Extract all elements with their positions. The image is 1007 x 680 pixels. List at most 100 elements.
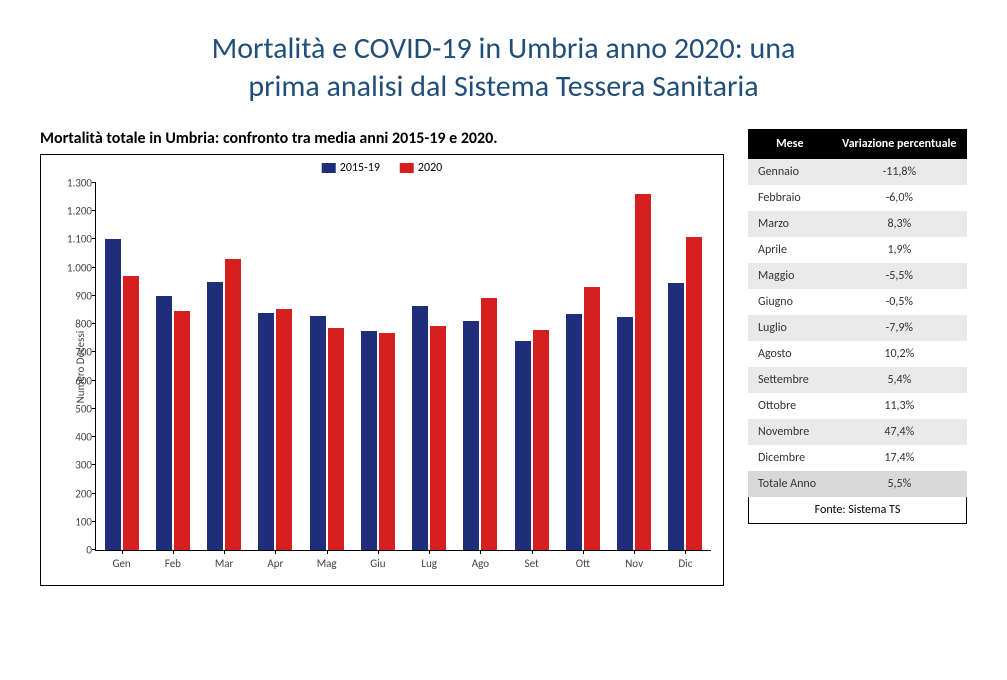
y-tick-label: 200: [52, 487, 92, 500]
cell-month: Agosto: [748, 341, 832, 367]
cell-variation: -7,9%: [832, 315, 967, 341]
title-line-1: Mortalità e COVID-19 in Umbria anno 2020…: [212, 30, 796, 67]
cell-variation: -5,5%: [832, 263, 967, 289]
x-tick-mark: [173, 550, 174, 554]
x-tick-mark: [327, 550, 328, 554]
cell-month: Gennaio: [748, 159, 832, 185]
chart-axes: Numero Decessi GenFebMarAprMagGiuLugAgoS…: [95, 183, 711, 551]
bar-2020: [379, 333, 395, 550]
bar-2020: [123, 276, 139, 550]
y-tick-label: 1.300: [52, 177, 92, 190]
table-row: Gennaio-11,8%: [748, 159, 967, 185]
bar-group: Mar: [199, 183, 250, 550]
y-tick-label: 400: [52, 431, 92, 444]
x-tick-label: Giu: [370, 557, 385, 570]
legend-swatch: [322, 163, 336, 173]
cell-variation: 47,4%: [832, 419, 967, 445]
bar-group: Lug: [404, 183, 455, 550]
x-tick-mark: [532, 550, 533, 554]
cell-variation: 5,5%: [832, 471, 967, 497]
table-header-row: Mese Variazione percentuale: [748, 129, 967, 159]
cell-variation: 11,3%: [832, 393, 967, 419]
x-tick-mark: [583, 550, 584, 554]
table-total-row: Totale Anno5,5%: [748, 471, 967, 497]
x-tick-label: Nov: [625, 557, 643, 570]
chart-bars: GenFebMarAprMagGiuLugAgoSetOttNovDic: [96, 183, 711, 550]
bar-group: Dic: [660, 183, 711, 550]
y-tick-mark: [92, 238, 96, 239]
title-line-2: prima analisi dal Sistema Tessera Sanita…: [248, 68, 758, 105]
cell-month: Totale Anno: [748, 471, 832, 497]
x-tick-mark: [122, 550, 123, 554]
chart-plot-area: Numero Decessi GenFebMarAprMagGiuLugAgoS…: [95, 183, 711, 551]
variation-table: Mese Variazione percentuale Gennaio-11,8…: [748, 129, 967, 497]
x-tick-mark: [275, 550, 276, 554]
bar-2015-19: [156, 296, 172, 550]
y-tick-mark: [92, 493, 96, 494]
x-tick-label: Set: [525, 557, 539, 570]
table-row: Novembre47,4%: [748, 419, 967, 445]
table-row: Luglio-7,9%: [748, 315, 967, 341]
cell-variation: -11,8%: [832, 159, 967, 185]
cell-month: Marzo: [748, 211, 832, 237]
legend-label: 2020: [418, 161, 442, 175]
x-tick-mark: [429, 550, 430, 554]
bar-2015-19: [258, 313, 274, 550]
bar-group: Ott: [557, 183, 608, 550]
y-tick-mark: [92, 210, 96, 211]
y-tick-label: 800: [52, 318, 92, 331]
table-row: Dicembre17,4%: [748, 445, 967, 471]
table-row: Marzo8,3%: [748, 211, 967, 237]
x-tick-mark: [480, 550, 481, 554]
table-row: Giugno-0,5%: [748, 289, 967, 315]
cell-month: Febbraio: [748, 185, 832, 211]
table-body: Gennaio-11,8%Febbraio-6,0%Marzo8,3%April…: [748, 159, 967, 497]
bar-group: Set: [506, 183, 557, 550]
x-tick-mark: [224, 550, 225, 554]
table-header-month: Mese: [748, 129, 832, 159]
cell-variation: 1,9%: [832, 237, 967, 263]
bar-group: Apr: [250, 183, 301, 550]
y-tick-label: 1.200: [52, 205, 92, 218]
table-row: Ottobre11,3%: [748, 393, 967, 419]
bar-2020: [225, 259, 241, 550]
bar-2020: [430, 326, 446, 550]
bar-2020: [686, 237, 702, 550]
legend-item: 2015-19: [322, 161, 380, 175]
legend-label: 2015-19: [340, 161, 380, 175]
bar-chart: 2015-19 2020 Numero Decessi GenFebMarAprM…: [40, 154, 724, 586]
x-tick-mark: [634, 550, 635, 554]
table-row: Febbraio-6,0%: [748, 185, 967, 211]
bar-2015-19: [207, 282, 223, 550]
bar-2015-19: [617, 317, 633, 550]
bar-2015-19: [105, 239, 121, 550]
y-tick-label: 700: [52, 346, 92, 359]
bar-group: Mag: [301, 183, 352, 550]
y-tick-label: 300: [52, 459, 92, 472]
x-tick-label: Lug: [421, 557, 437, 570]
y-tick-mark: [92, 521, 96, 522]
cell-month: Aprile: [748, 237, 832, 263]
x-tick-label: Mag: [317, 557, 337, 570]
table-row: Aprile1,9%: [748, 237, 967, 263]
bar-group: Feb: [147, 183, 198, 550]
bar-2015-19: [515, 341, 531, 550]
page-title: Mortalità e COVID-19 in Umbria anno 2020…: [40, 30, 967, 105]
table-header-variation: Variazione percentuale: [832, 129, 967, 159]
y-tick-label: 900: [52, 289, 92, 302]
cell-variation: 17,4%: [832, 445, 967, 471]
x-tick-mark: [685, 550, 686, 554]
content-row: Mortalità totale in Umbria: confronto tr…: [40, 129, 967, 586]
bar-2015-19: [668, 283, 684, 550]
cell-month: Settembre: [748, 367, 832, 393]
y-tick-mark: [92, 323, 96, 324]
cell-month: Novembre: [748, 419, 832, 445]
table-row: Agosto10,2%: [748, 341, 967, 367]
y-tick-label: 100: [52, 515, 92, 528]
bar-2015-19: [463, 321, 479, 550]
bar-group: Ago: [455, 183, 506, 550]
chart-title: Mortalità totale in Umbria: confronto tr…: [40, 129, 724, 148]
legend-item: 2020: [400, 161, 442, 175]
y-tick-label: 0: [52, 544, 92, 557]
bar-2020: [533, 330, 549, 550]
